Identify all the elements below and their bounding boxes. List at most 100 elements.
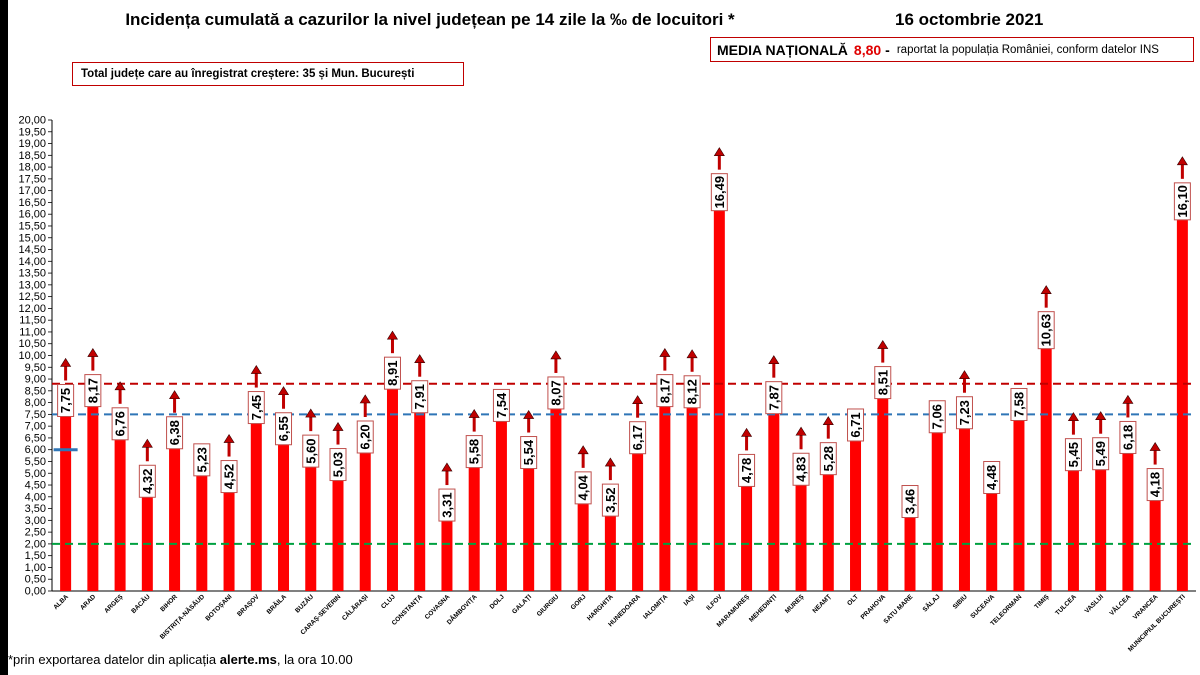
data-label-box — [928, 400, 946, 434]
left-border-strip — [0, 0, 8, 675]
bar — [768, 405, 780, 591]
data-label-box — [383, 356, 401, 390]
increase-arrowhead — [768, 355, 780, 364]
category-label: TIMIȘ — [1033, 593, 1051, 611]
increase-arrowhead — [550, 350, 562, 360]
data-label-box — [847, 408, 865, 442]
data-label: 7,45 — [249, 395, 264, 420]
data-label: 6,17 — [630, 425, 645, 450]
bar — [386, 381, 398, 591]
data-label-box — [520, 436, 538, 470]
y-tick-label: 3,00 — [25, 515, 46, 527]
y-tick-label: 10,00 — [18, 350, 46, 362]
category-label: BIHOR — [159, 593, 179, 613]
y-tick-label: 2,50 — [25, 527, 46, 539]
y-tick-label: 12,50 — [18, 291, 46, 303]
increase-arrowhead — [822, 416, 834, 425]
national-average-note: raportat la populația României, conform … — [896, 43, 1159, 56]
bar — [196, 467, 208, 591]
growth-count-box: Total județe care au înregistrat creșter… — [72, 62, 464, 86]
footer-prefix: *prin exportarea datelor din aplicația — [8, 652, 220, 667]
data-label: 4,52 — [222, 464, 237, 489]
bar — [278, 436, 290, 591]
data-label-box — [57, 383, 75, 417]
data-label-box — [1173, 182, 1191, 221]
increase-arrowhead — [223, 433, 235, 443]
category-label: GIURGIU — [536, 593, 561, 618]
category-label: TULCEA — [1054, 593, 1078, 617]
increase-arrowhead — [87, 348, 99, 357]
category-label: SĂLAJ — [920, 592, 942, 614]
bar — [1067, 462, 1079, 591]
y-tick-label: 5,00 — [25, 468, 46, 480]
bar — [223, 484, 235, 591]
data-label-box — [220, 460, 238, 494]
national-average-dash: - — [885, 41, 890, 58]
bar — [986, 485, 998, 591]
data-label: 5,28 — [821, 446, 836, 471]
data-label: 5,49 — [1093, 441, 1108, 466]
increase-arrowhead — [114, 381, 126, 391]
increase-arrowhead — [741, 427, 753, 437]
increase-arrowhead — [523, 409, 535, 419]
data-label-box — [1146, 468, 1164, 502]
bar — [1176, 211, 1188, 591]
bar — [87, 398, 99, 591]
bar — [468, 459, 480, 591]
y-tick-label: 13,00 — [18, 279, 46, 291]
y-tick-label: 15,00 — [18, 232, 46, 244]
bar — [850, 432, 862, 591]
y-tick-label: 14,50 — [18, 244, 46, 256]
data-label: 6,18 — [1120, 425, 1135, 450]
chart-title: Incidența cumulată a cazurilor la nivel … — [125, 10, 735, 29]
category-label: VÂLCEA — [1107, 592, 1132, 617]
data-label-box — [84, 374, 102, 408]
data-label-box — [710, 173, 728, 212]
data-label: 5,03 — [331, 452, 346, 477]
bar — [958, 420, 970, 591]
y-tick-label: 17,50 — [18, 173, 46, 185]
bar — [904, 509, 916, 591]
increase-arrowhead — [141, 438, 153, 448]
footer-note: *prin exportarea datelor din aplicația a… — [8, 652, 353, 667]
increase-arrowhead — [332, 421, 344, 431]
y-tick-label: 14,00 — [18, 256, 46, 268]
y-tick-label: 19,00 — [18, 138, 46, 150]
category-label: MEHEDINȚI — [748, 593, 778, 623]
bar — [577, 495, 589, 591]
category-label: MUREȘ — [784, 593, 806, 615]
increase-arrowhead — [686, 349, 698, 359]
bar — [822, 466, 834, 591]
increase-arrowhead — [386, 330, 399, 340]
data-label-box — [247, 391, 265, 425]
data-label-box — [683, 375, 701, 409]
y-tick-label: 7,00 — [25, 421, 46, 433]
y-tick-label: 12,00 — [18, 303, 46, 315]
data-label-box — [901, 485, 919, 519]
category-label: ARGEȘ — [103, 593, 125, 615]
data-label-box — [438, 488, 456, 522]
y-tick-label: 0,50 — [25, 574, 46, 586]
increase-arrowhead — [659, 348, 671, 357]
data-label: 7,06 — [930, 404, 945, 429]
data-label: 6,20 — [358, 424, 373, 449]
bar — [713, 202, 725, 591]
category-label: COVASNA — [424, 593, 452, 621]
bar — [332, 472, 344, 591]
data-label: 5,60 — [303, 438, 318, 463]
data-label: 4,48 — [984, 465, 999, 490]
bar — [1095, 461, 1107, 591]
increase-arrowhead — [414, 354, 426, 364]
data-label-box — [955, 396, 973, 430]
data-label-box — [819, 442, 837, 476]
footer-suffix: , la ora 10.00 — [276, 652, 353, 667]
bar — [60, 408, 72, 591]
bar — [1149, 492, 1161, 591]
y-tick-label: 10,50 — [18, 338, 46, 350]
data-label: 7,23 — [957, 400, 972, 425]
y-tick-label: 8,50 — [25, 385, 46, 397]
data-label-box — [411, 380, 429, 414]
data-label: 4,32 — [140, 469, 155, 494]
y-tick-label: 11,50 — [19, 315, 46, 327]
